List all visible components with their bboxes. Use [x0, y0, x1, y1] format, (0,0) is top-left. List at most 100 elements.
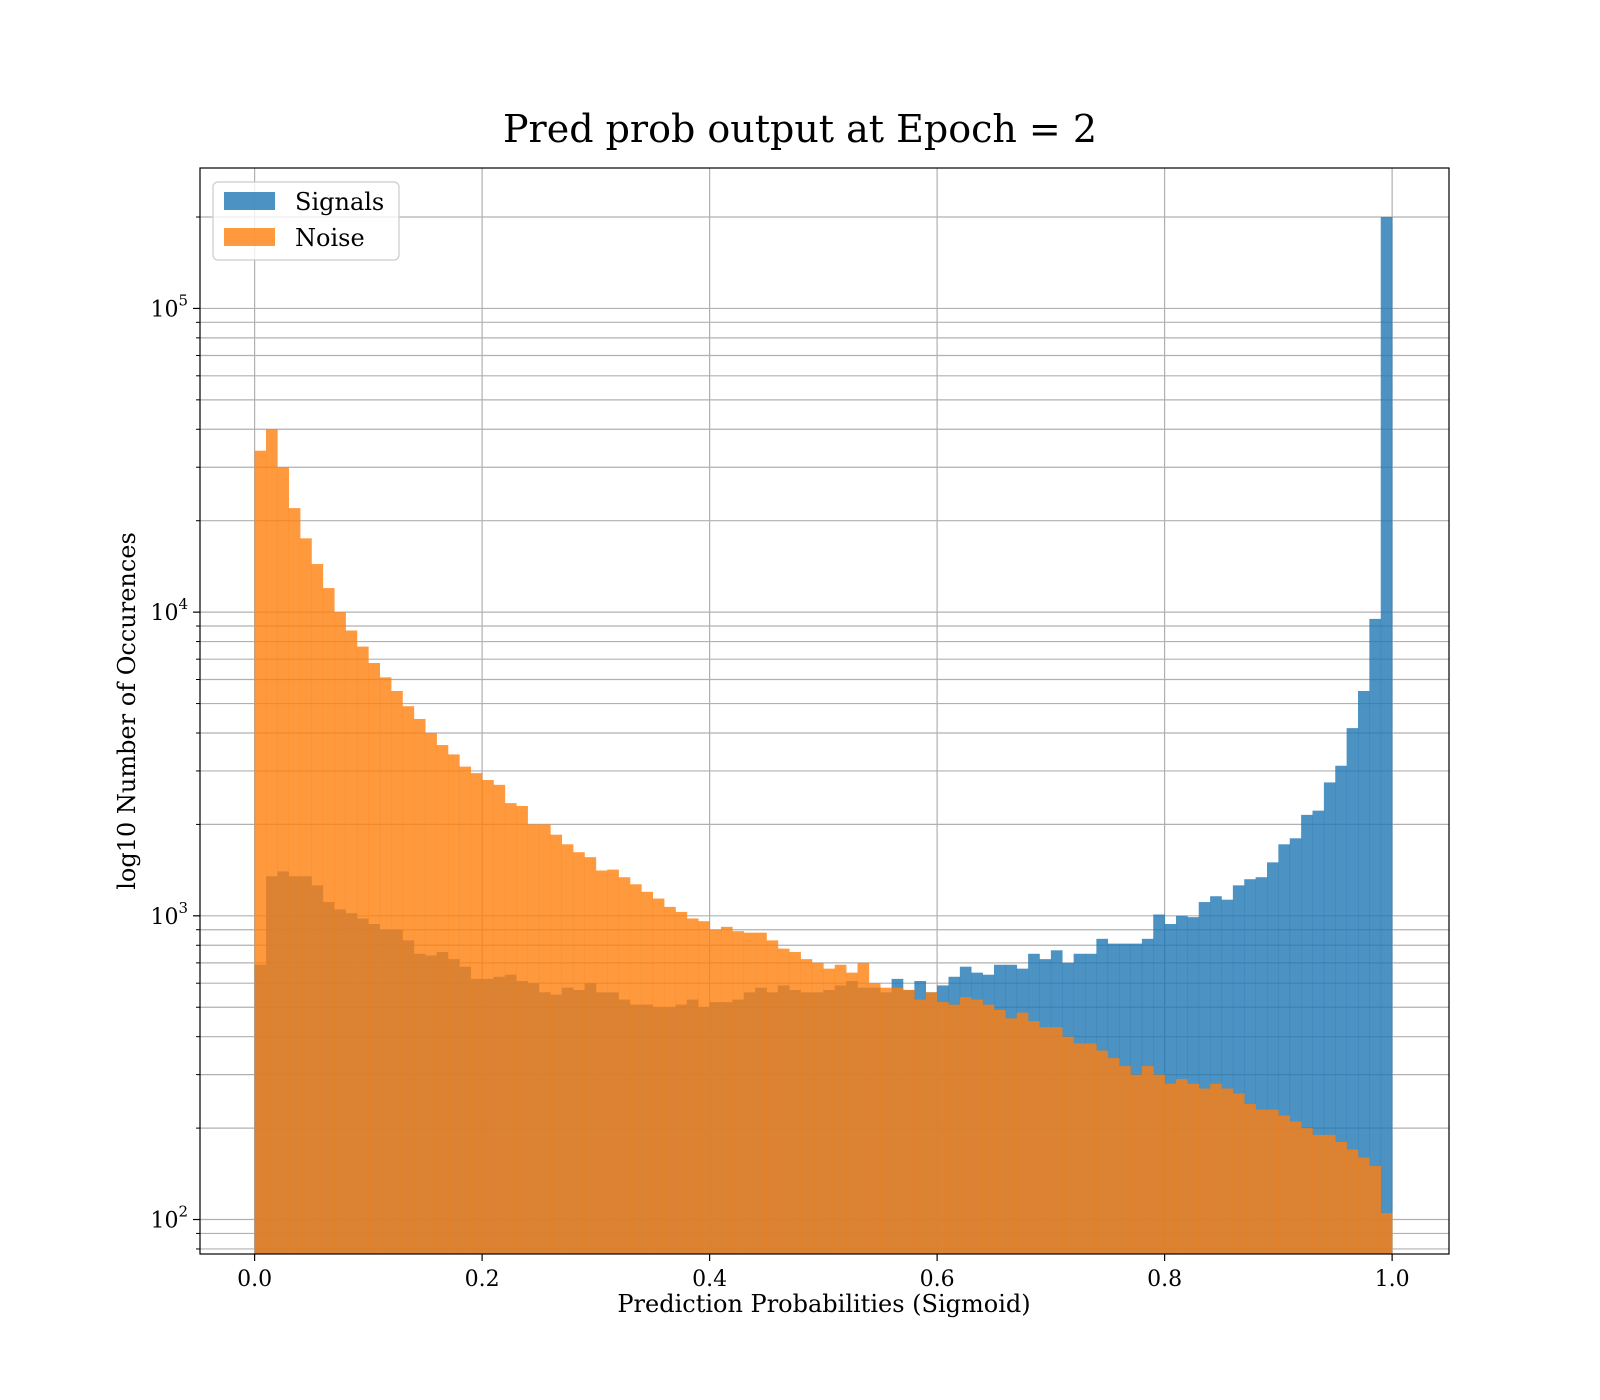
bar-signals: [1210, 896, 1222, 1254]
bar-noise: [1255, 1109, 1268, 1254]
x-tick-label: 0.6: [920, 1267, 955, 1292]
bar-signals: [1335, 765, 1347, 1254]
bar-signals: [1380, 217, 1393, 1254]
y-tick-label: 104: [150, 595, 188, 626]
bar-signals: [1346, 728, 1359, 1254]
bar-noise: [698, 921, 710, 1254]
bar-noise: [789, 952, 801, 1254]
bar-noise: [811, 962, 824, 1254]
legend-swatch-noise: [224, 228, 275, 246]
bar-noise: [1244, 1104, 1256, 1254]
bar-noise: [504, 803, 517, 1254]
bar-noise: [584, 857, 597, 1254]
axes-frame: [199, 167, 1450, 1255]
bar-noise: [1119, 1066, 1131, 1254]
bar-noise: [550, 834, 563, 1254]
bar-noise: [607, 869, 619, 1254]
bar-noise: [493, 784, 506, 1254]
x-tick-label: 0.4: [692, 1267, 727, 1292]
x-tick-label: 1.0: [1375, 1267, 1410, 1292]
bar-noise: [891, 987, 904, 1254]
bar-noise: [823, 968, 836, 1254]
bar-signals: [1221, 899, 1234, 1254]
bar-noise: [925, 992, 938, 1254]
bar-noise: [1164, 1083, 1177, 1254]
bar-noise: [1187, 1083, 1200, 1254]
bar-noise: [391, 690, 403, 1254]
bar-noise: [618, 877, 631, 1254]
bar-signals: [1357, 690, 1370, 1254]
bar-noise: [834, 964, 847, 1254]
bar-noise: [846, 972, 858, 1254]
bar-noise: [527, 824, 540, 1254]
bar-noise: [356, 646, 369, 1254]
bar-noise: [447, 754, 460, 1254]
bar-signals: [1323, 782, 1336, 1254]
bar-noise: [1232, 1093, 1245, 1254]
bar-noise: [743, 932, 756, 1254]
x-tick-label: 0.8: [1147, 1267, 1182, 1292]
bar-signals: [1301, 814, 1313, 1254]
bar-signals: [1289, 838, 1302, 1254]
y-tick-label: 103: [150, 899, 188, 930]
bar-noise: [1312, 1134, 1325, 1254]
bar-noise: [1175, 1079, 1188, 1254]
bar-noise: [1221, 1088, 1234, 1254]
y-axis-label: log10 Number of Occurences: [113, 532, 141, 890]
bar-noise: [1073, 1043, 1086, 1254]
y-axis-ticks: 102 103 104 105: [150, 216, 200, 1250]
bar-noise: [902, 989, 915, 1254]
bar-noise: [1369, 1166, 1382, 1254]
bar-noise: [322, 588, 335, 1254]
bar-noise: [368, 662, 381, 1254]
bar-noise: [686, 918, 699, 1254]
bar-noise: [800, 959, 813, 1254]
bar-noise: [1062, 1036, 1074, 1254]
bar-signals: [1312, 810, 1325, 1254]
bar-noise: [1016, 1012, 1029, 1254]
bar-noise: [880, 987, 892, 1254]
bar-noise: [1335, 1142, 1347, 1254]
bar-noise: [675, 911, 688, 1254]
bar-noise: [993, 1009, 1006, 1254]
bar-noise: [1107, 1058, 1120, 1254]
bar-noise: [1050, 1027, 1063, 1254]
bar-noise: [766, 940, 779, 1254]
bar-signals: [1369, 618, 1382, 1254]
bar-noise: [516, 805, 528, 1254]
bar-noise: [300, 538, 312, 1254]
legend: Signals Noise: [212, 181, 400, 261]
bar-noise: [425, 732, 437, 1254]
bar-noise: [937, 1002, 949, 1254]
bar-noise: [277, 467, 290, 1254]
bar-noise: [1266, 1109, 1279, 1254]
bar-noise: [288, 508, 301, 1254]
bar-signals: [1255, 877, 1268, 1254]
bar-signals: [1244, 879, 1256, 1254]
bar-noise: [561, 844, 574, 1254]
bar-noise: [311, 564, 324, 1254]
bar-noise: [914, 999, 927, 1254]
bar-noise: [1039, 1027, 1052, 1254]
bar-noise: [1210, 1083, 1222, 1254]
y-tick-label: 105: [150, 291, 188, 322]
bar-noise: [777, 948, 790, 1254]
chart-title: Pred prob output at Epoch = 2: [503, 107, 1097, 151]
bar-noise: [755, 932, 767, 1254]
bar-noise: [413, 718, 426, 1254]
bar-noise: [720, 926, 733, 1254]
bar-noise: [709, 929, 722, 1254]
bar-noise: [641, 891, 654, 1254]
bar-noise: [1130, 1074, 1143, 1254]
bar-noise: [1028, 1021, 1040, 1254]
y-tick-label: 102: [150, 1203, 188, 1234]
bar-noise: [459, 766, 472, 1254]
bar-signals: [1198, 902, 1211, 1254]
bar-noise: [265, 429, 278, 1254]
bar-noise: [1289, 1121, 1302, 1254]
bar-noise: [1084, 1043, 1097, 1254]
bar-noise: [334, 612, 346, 1254]
x-axis-label: Prediction Probabilities (Sigmoid): [617, 1290, 1030, 1318]
bar-noise: [573, 852, 585, 1254]
x-tick-label: 0.0: [237, 1267, 272, 1292]
